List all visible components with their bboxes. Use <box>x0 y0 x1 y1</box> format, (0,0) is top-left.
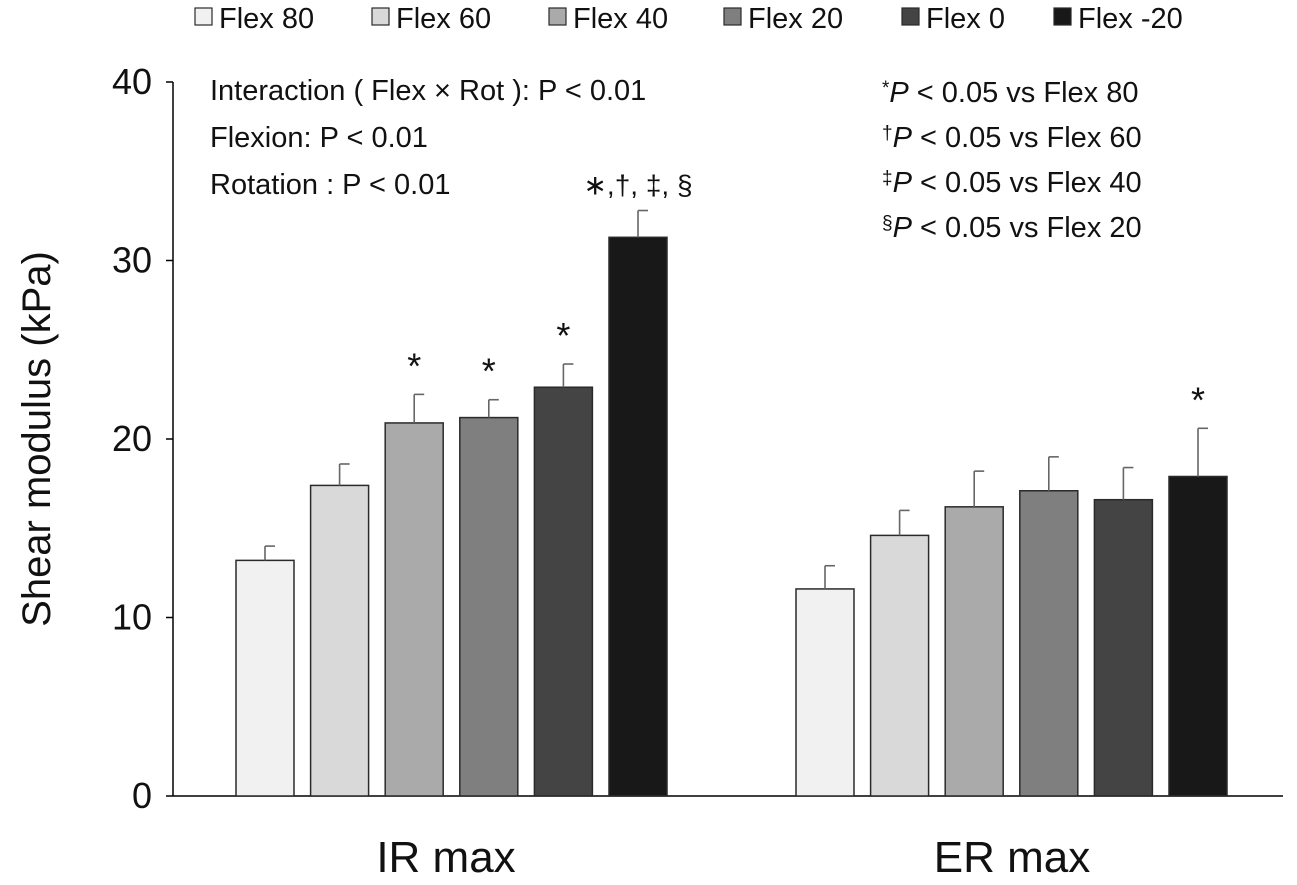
bar <box>795 588 855 797</box>
y-axis-title: Shear modulus (kPa) <box>15 251 59 627</box>
bar <box>459 416 519 797</box>
y-tick-label: 10 <box>112 597 152 638</box>
bar <box>869 534 930 797</box>
x-category-label: IR max <box>376 833 515 880</box>
significance-marker: * <box>407 345 421 386</box>
legend-swatch <box>371 7 390 26</box>
significance-marker: ∗,†, ‡, § <box>583 170 692 201</box>
bar <box>608 236 668 797</box>
annotations-group: * * * ∗,†, ‡, § * Interaction ( Flex × Rot ):… <box>210 75 1205 420</box>
significance-key-line: *P < 0.05 vs Flex 80 <box>882 77 1138 109</box>
bar <box>1019 490 1079 797</box>
axes-group: 0 10 20 30 40 Shear modulus (kPa) IR max ER max <box>15 61 1283 882</box>
significance-key-line: §P < 0.05 vs Flex 20 <box>882 212 1142 244</box>
legend: Flex 80 Flex 60 Flex 40 Flex 20 Flex 0 Flex -… <box>194 3 1183 35</box>
y-tick-label: 0 <box>132 775 152 816</box>
legend-label: Flex 40 <box>573 3 668 35</box>
significance-marker: * <box>482 351 496 392</box>
legend-swatch <box>901 7 920 26</box>
y-tick-label: 30 <box>112 240 152 281</box>
legend-swatch <box>1053 7 1072 26</box>
legend-swatch <box>723 7 742 26</box>
bar <box>235 559 295 797</box>
bar <box>1093 498 1154 797</box>
legend-label: Flex 60 <box>396 3 491 35</box>
bars-group <box>235 209 1228 797</box>
bar <box>533 386 594 797</box>
legend-swatch <box>548 7 567 26</box>
legend-label: Flex -20 <box>1078 3 1183 35</box>
x-category-label: ER max <box>934 833 1090 880</box>
stats-text-line: Flexion: P < 0.01 <box>210 122 428 154</box>
stats-text-line: Rotation : P < 0.01 <box>210 169 451 201</box>
significance-key-line: †P < 0.05 vs Flex 60 <box>882 122 1142 154</box>
significance-marker: * <box>556 315 570 356</box>
bar <box>309 484 370 797</box>
legend-label: Flex 0 <box>926 3 1005 35</box>
legend-swatch <box>194 7 213 26</box>
legend-label: Flex 20 <box>748 3 843 35</box>
significance-marker: * <box>1191 379 1205 420</box>
bar <box>1168 475 1228 797</box>
bar <box>944 506 1004 797</box>
legend-label: Flex 80 <box>219 3 314 35</box>
bar <box>384 422 444 797</box>
significance-key-line: ‡P < 0.05 vs Flex 40 <box>882 167 1142 199</box>
y-tick-label: 20 <box>112 418 152 459</box>
stats-text-line: Interaction ( Flex × Rot ): P < 0.01 <box>210 75 646 107</box>
y-tick-label: 40 <box>112 61 152 102</box>
